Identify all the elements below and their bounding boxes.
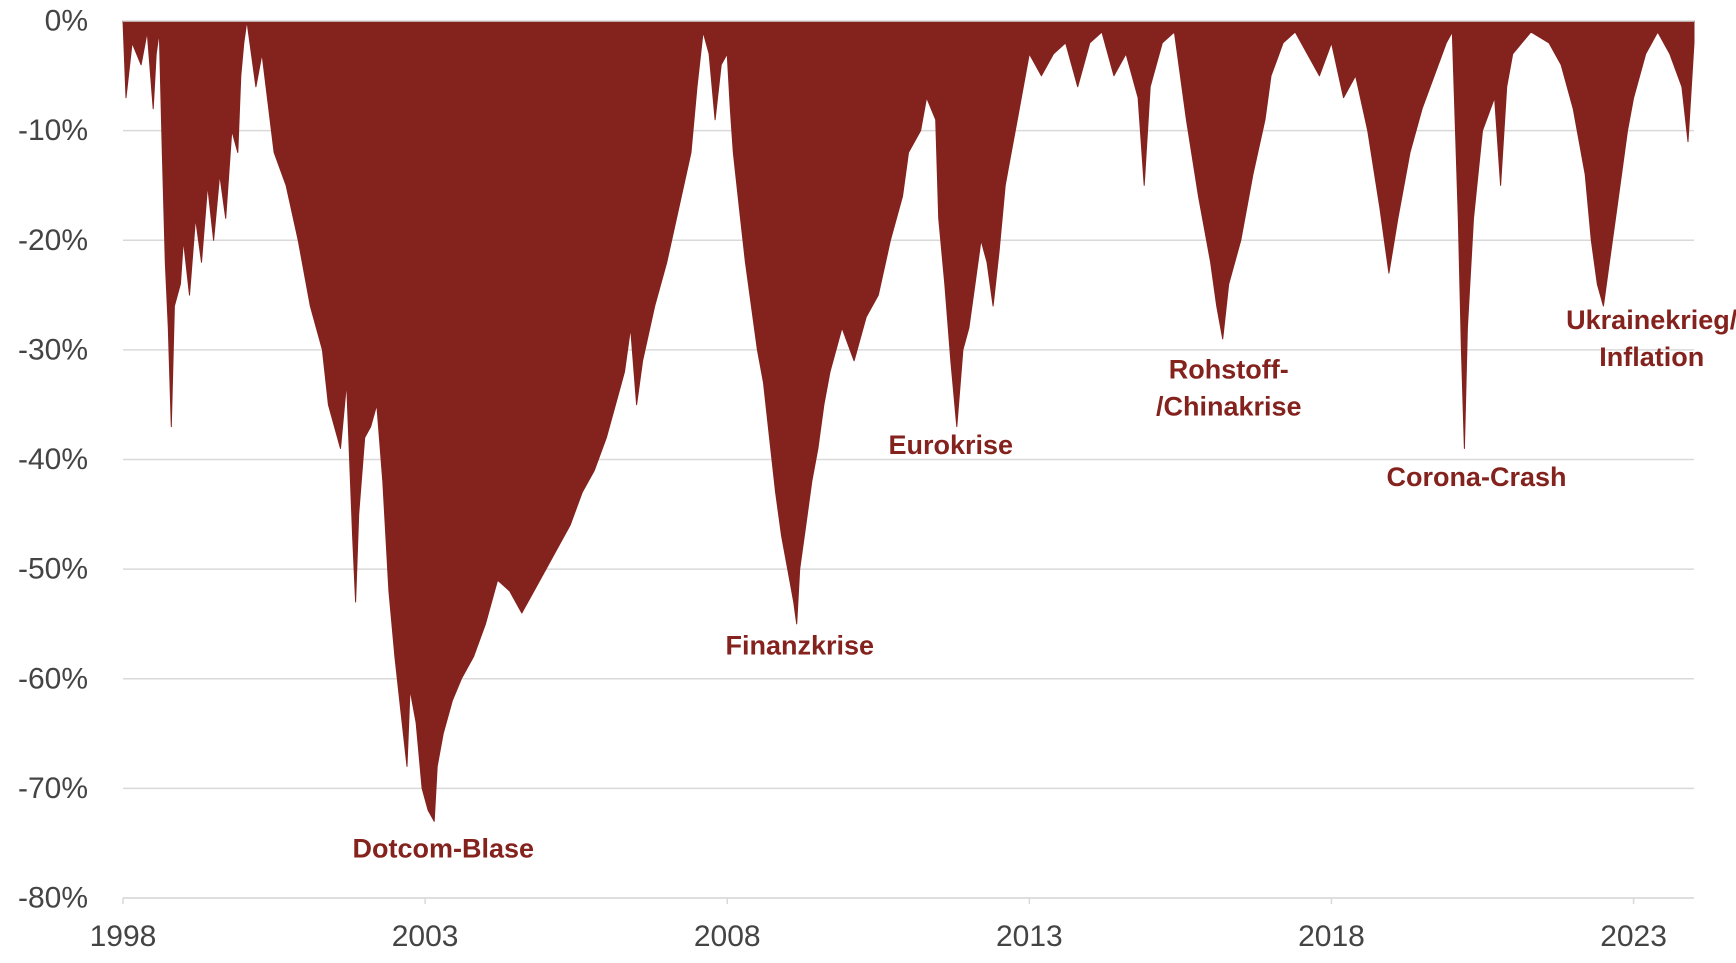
annotation-label: Rohstoff- /Chinakrise	[1156, 354, 1302, 421]
x-tick-label: 2023	[1600, 920, 1667, 953]
annotation-label: Dotcom-Blase	[352, 833, 534, 863]
y-tick-label: -70%	[18, 772, 88, 805]
y-tick-label: 0%	[45, 5, 88, 38]
annotation-label: Corona-Crash	[1386, 462, 1566, 492]
annotation-line: Corona-Crash	[1386, 462, 1566, 492]
x-tick-label: 2018	[1298, 920, 1365, 953]
annotation-line: Eurokrise	[889, 430, 1014, 460]
annotations: Dotcom-Blase Finanzkrise Eurokrise Rohstoff…	[352, 305, 1736, 863]
y-tick-label: -80%	[18, 882, 88, 915]
annotation-line: Dotcom-Blase	[352, 833, 534, 863]
y-tick-label: -50%	[18, 553, 88, 586]
annotation-label: Finanzkrise	[725, 631, 874, 661]
x-tick-label: 2003	[392, 920, 459, 953]
y-tick-label: -30%	[18, 333, 88, 366]
y-tick-label: -40%	[18, 443, 88, 476]
annotation-line: /Chinakrise	[1156, 391, 1302, 421]
annotation-line: Rohstoff-	[1169, 354, 1289, 384]
annotation-label: Eurokrise	[889, 430, 1014, 460]
annotation-line: Ukrainekrieg/	[1566, 305, 1736, 335]
y-axis: 0% -10% -20% -30% -40% -50% -60% -70% -80%	[18, 5, 88, 915]
x-tick-label: 1998	[90, 920, 157, 953]
y-tick-label: -10%	[18, 114, 88, 147]
drawdown-series	[122, 20, 1695, 822]
x-tick-label: 2013	[996, 920, 1063, 953]
y-tick-label: -60%	[18, 662, 88, 695]
annotation-label: Ukrainekrieg/Inflation	[1566, 305, 1736, 372]
drawdown-area	[122, 20, 1695, 822]
annotation-line: Inflation	[1599, 342, 1704, 372]
annotation-line: Finanzkrise	[725, 631, 874, 661]
y-tick-label: -20%	[18, 224, 88, 257]
x-tick-label: 2008	[694, 920, 761, 953]
x-axis: 1998 2003 2008 2013 2018 2023	[90, 20, 1694, 953]
